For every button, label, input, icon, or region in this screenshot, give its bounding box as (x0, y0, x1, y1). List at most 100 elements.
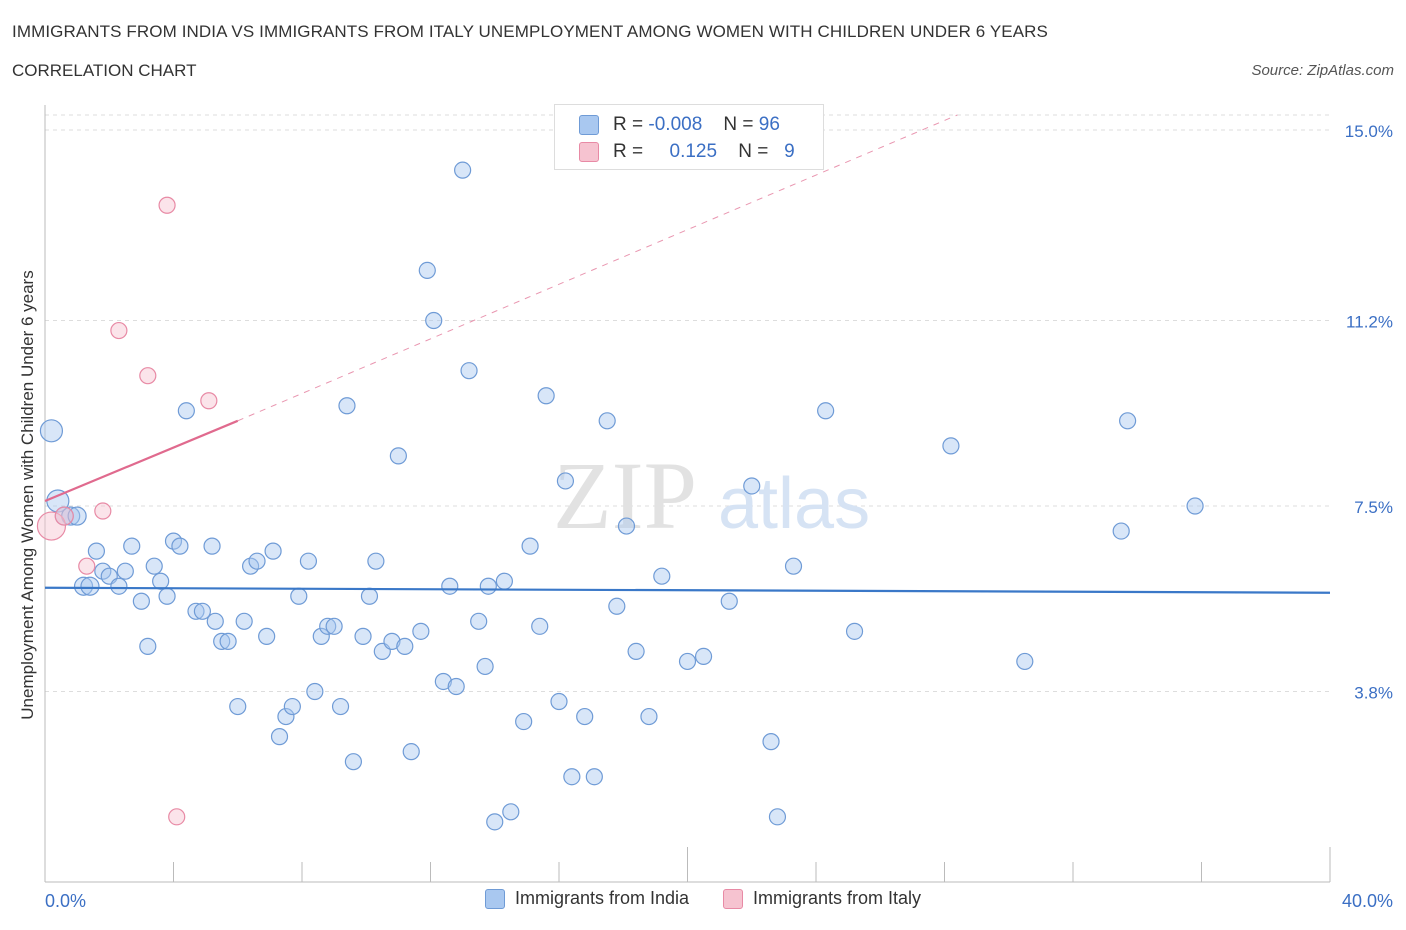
india-point (762, 733, 780, 751)
india-point (585, 768, 603, 786)
india-legend-swatch (484, 888, 505, 909)
chart-title: IMMIGRANTS FROM INDIA VS IMMIGRANTS FROM… (12, 22, 1048, 41)
y-tick-label: 3.8% (1354, 684, 1393, 703)
india-point (367, 552, 385, 570)
india-point (193, 602, 212, 620)
india-point (270, 728, 289, 746)
india-point (187, 602, 205, 620)
india-point (678, 652, 697, 671)
india-point (479, 577, 497, 595)
india-point (338, 397, 356, 415)
india-trend-line (44, 586, 1331, 594)
india-point (576, 707, 594, 726)
india-point (132, 592, 150, 610)
y-tick-label: 15.0% (1345, 122, 1393, 141)
india-r-label: R = (613, 114, 644, 135)
india-point (537, 387, 555, 405)
india-point (531, 617, 549, 635)
watermark-zip: ZIP (553, 442, 697, 549)
india-point (486, 813, 504, 831)
india-point (556, 472, 575, 490)
india-n-value: 96 (758, 114, 780, 135)
chart-subtitle: CORRELATION CHART (12, 61, 197, 80)
stats-row-italy: R = 0.125 N = 9 (579, 139, 795, 165)
india-point (248, 552, 266, 570)
india-point (563, 768, 581, 786)
x-tick-label-max: 40.0% (1342, 891, 1393, 911)
india-point (145, 557, 163, 575)
y-tick-label: 11.2% (1346, 313, 1393, 332)
italy-point (36, 511, 67, 541)
india-point (817, 402, 835, 420)
axis-layer (44, 105, 1331, 883)
legend-item-italy[interactable]: Immigrants from Italy (723, 888, 921, 909)
india-point (720, 592, 738, 610)
india-point (460, 362, 478, 380)
legend: Immigrants from India Immigrants from It… (0, 888, 1406, 909)
india-point (1016, 652, 1034, 671)
india-point (694, 647, 713, 666)
india-point (447, 677, 465, 696)
watermark-atlas: atlas (718, 464, 870, 544)
tick-label-layer: 3.8% 7.5% 11.2% 15.0% 0.0% 40.0% (45, 122, 1393, 911)
india-point (495, 572, 513, 590)
india-point (203, 537, 221, 555)
india-point (383, 632, 401, 650)
india-point (158, 587, 176, 605)
india-point (743, 477, 761, 495)
italy-point (168, 808, 186, 826)
italy-point (94, 502, 112, 520)
india-point (171, 537, 189, 555)
india-point (1186, 497, 1204, 515)
india-point (354, 627, 372, 645)
italy-point (158, 196, 176, 214)
italy-trend-line (44, 419, 239, 503)
india-stat-swatch (579, 115, 599, 135)
india-point (229, 697, 247, 716)
india-point (617, 517, 636, 535)
italy-legend-label: Immigrants from Italy (753, 888, 922, 908)
italy-legend-swatch (723, 888, 744, 909)
watermark: ZIP atlas (553, 442, 870, 549)
india-point (768, 808, 787, 826)
india-point (515, 712, 533, 731)
india-point (425, 311, 443, 330)
india-point (412, 622, 430, 640)
y-axis-label: Unemployment Among Women with Children U… (18, 270, 37, 720)
india-point (627, 642, 645, 660)
italy-r-label: R = (613, 141, 644, 162)
italy-stat-swatch (579, 142, 599, 162)
x-tick-label-min: 0.0% (45, 891, 86, 911)
india-point (441, 577, 459, 595)
italy-trend-extension (237, 114, 958, 422)
india-point (219, 632, 237, 650)
india-point (319, 617, 337, 635)
points-layer (36, 161, 1204, 831)
india-point (213, 632, 231, 650)
india-point (283, 697, 301, 716)
india-point (402, 743, 420, 761)
india-r-value: -0.008 (648, 114, 703, 135)
india-point (418, 261, 436, 280)
india-point (139, 637, 157, 655)
india-point (396, 637, 414, 655)
india-point (344, 753, 362, 771)
india-point (608, 597, 626, 615)
india-point (277, 707, 295, 726)
stats-box: R = -0.008 N = 96 R = 0.125 N = 9 (554, 104, 824, 170)
italy-point (200, 392, 218, 410)
india-point (1119, 412, 1137, 430)
india-point (1112, 522, 1130, 540)
india-point (299, 552, 318, 570)
india-legend-label: Immigrants from India (514, 888, 690, 908)
india-point (177, 402, 195, 420)
india-point (470, 612, 488, 630)
india-point (521, 537, 539, 555)
india-point (110, 577, 128, 595)
india-point (87, 542, 106, 560)
india-point (80, 576, 100, 596)
india-point (73, 576, 94, 596)
legend-item-india[interactable]: Immigrants from India (484, 888, 690, 909)
india-point (476, 657, 494, 676)
